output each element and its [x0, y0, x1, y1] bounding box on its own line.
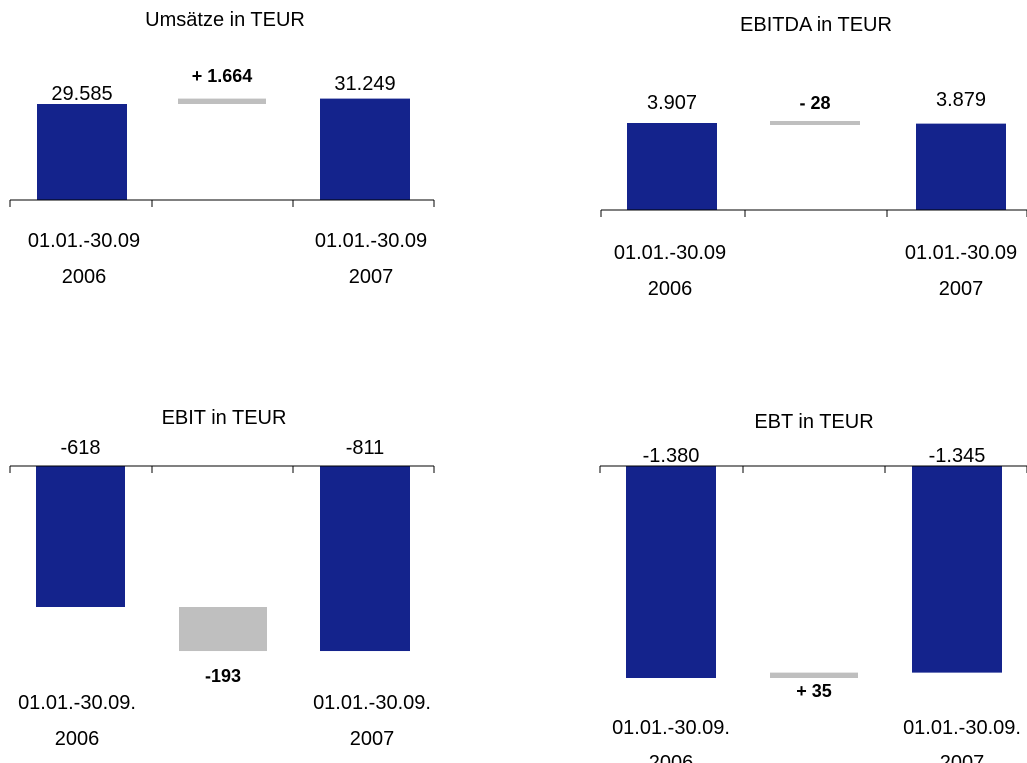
delta-bar: [179, 607, 267, 652]
bar: [627, 123, 717, 210]
chart-panel: EBIT in TEUR -618 -193 -811 01.01.-30.09. 200…: [9, 407, 435, 750]
chart-title: Umsätze in TEUR: [145, 9, 305, 31]
category-label: 2006: [62, 266, 107, 288]
data-label: + 1.664: [192, 66, 253, 86]
category-label: 2007: [940, 752, 985, 763]
category-label: 01.01.-30.09: [614, 242, 726, 264]
delta-bar: [770, 672, 858, 678]
category-label: 01.01.-30.09: [315, 230, 427, 252]
category-label: 2007: [939, 278, 984, 300]
chart-panel: EBT in TEUR -1.380 + 35 -1.345 01.01.-30.09.…: [599, 411, 1027, 763]
bar: [36, 466, 125, 607]
data-label: + 35: [796, 681, 832, 701]
delta-bar: [770, 121, 860, 125]
chart-title: EBITDA in TEUR: [740, 14, 892, 36]
data-label: 31.249: [334, 73, 395, 95]
bar: [37, 104, 127, 200]
bar: [916, 123, 1006, 210]
category-label: 2006: [648, 278, 693, 300]
bar: [912, 466, 1002, 673]
chart-panel: Umsätze in TEUR 29.585 + 1.664 31.249 01.01.…: [9, 9, 435, 288]
data-label: -618: [60, 437, 100, 459]
category-label: 01.01.-30.09.: [313, 692, 431, 714]
bar: [320, 466, 410, 652]
category-label: 01.01.-30.09.: [903, 717, 1021, 739]
chart-title: EBT in TEUR: [754, 411, 873, 433]
data-label: -193: [205, 666, 241, 686]
data-label: 29.585: [51, 83, 112, 105]
data-label: -1.380: [643, 445, 700, 467]
category-label: 01.01.-30.09: [28, 230, 140, 252]
data-label: 3.879: [936, 89, 986, 111]
chart-title: EBIT in TEUR: [162, 407, 287, 429]
category-label: 2006: [649, 752, 694, 763]
data-label: -811: [346, 437, 385, 459]
category-label: 01.01.-30.09.: [612, 717, 730, 739]
category-label: 2007: [349, 266, 394, 288]
data-label: -1.345: [929, 445, 986, 467]
bar: [320, 98, 410, 200]
category-label: 2007: [350, 728, 395, 750]
category-label: 01.01.-30.09.: [18, 692, 136, 714]
category-label: 01.01.-30.09: [905, 242, 1017, 264]
data-label: - 28: [799, 93, 830, 113]
data-label: 3.907: [647, 92, 697, 114]
bar: [626, 466, 716, 678]
category-label: 2006: [55, 728, 100, 750]
delta-bar: [178, 98, 266, 104]
chart-panel: EBITDA in TEUR 3.907 - 28 3.879 01.01.-30.09…: [600, 14, 1027, 300]
